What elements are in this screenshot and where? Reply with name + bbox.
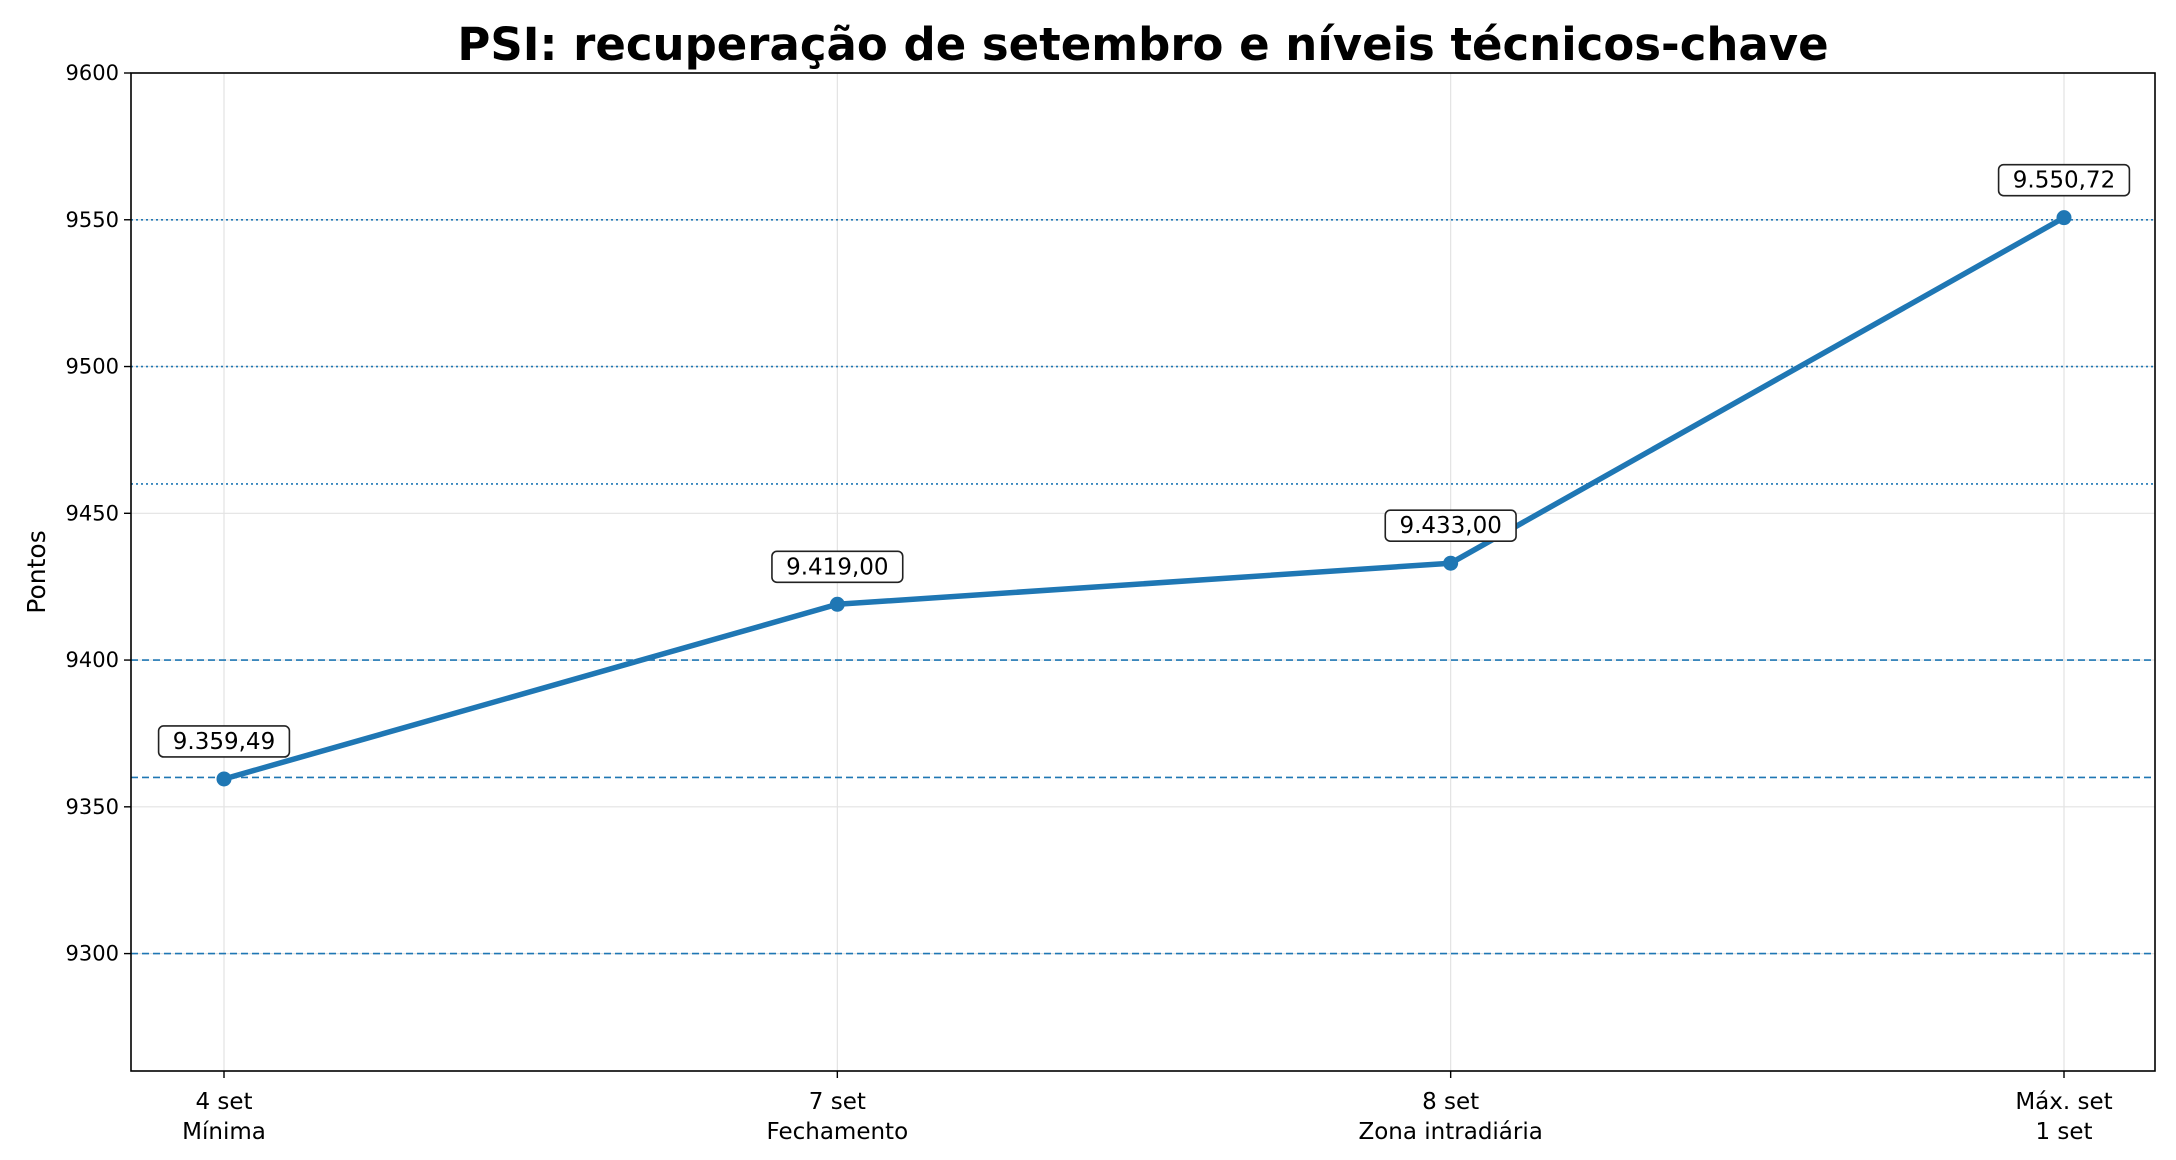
data-labels: 9.359,49 9.419,00 9.433,00 9.550,72 xyxy=(157,163,2131,758)
x-tick-label: 7 set xyxy=(809,1089,866,1115)
data-label-box xyxy=(1997,163,2131,197)
x-tick-label: 8 set xyxy=(1422,1089,1479,1115)
data-label-box xyxy=(157,725,291,758)
x-tick-label: 1 set xyxy=(2035,1119,2092,1145)
data-label: 9.433,00 xyxy=(1399,513,1501,539)
y-tick-label: 9300 xyxy=(66,942,119,966)
data-label: 9.419,00 xyxy=(786,554,888,580)
data-label: 9.550,72 xyxy=(2013,168,2115,194)
chart-title: PSI: recuperação de setembro e níveis té… xyxy=(457,18,1828,71)
y-tick-label: 9350 xyxy=(66,795,119,819)
grid-layer xyxy=(131,72,2155,1071)
x-tick-label: Máx. set xyxy=(2015,1089,2112,1115)
reference-lines xyxy=(131,218,2155,955)
y-tick-label: 9450 xyxy=(66,501,119,525)
series-layer xyxy=(216,210,2072,787)
y-tick-label: 9600 xyxy=(66,61,119,85)
data-point xyxy=(216,771,232,787)
y-tick-label: 9550 xyxy=(66,208,119,232)
y-axis-ticks: 9300 9350 9400 9450 9500 9550 9600 xyxy=(66,61,131,966)
y-tick-label: 9500 xyxy=(66,355,119,379)
plot-frame xyxy=(130,72,2156,1072)
x-tick-label: Zona intradiária xyxy=(1358,1119,1542,1145)
data-label-box xyxy=(1384,509,1517,542)
y-axis-label: Pontos xyxy=(22,530,51,613)
series-line xyxy=(221,214,2067,782)
y-tick-label: 9400 xyxy=(66,648,119,672)
x-tick-label: Fechamento xyxy=(766,1119,908,1145)
data-label: 9.359,49 xyxy=(173,729,275,755)
data-point xyxy=(1443,555,1459,571)
x-axis-ticks: 4 set Mínima 7 set Fechamento 8 set Zona intr… xyxy=(182,1071,2113,1145)
x-tick-label: 4 set xyxy=(195,1089,252,1115)
data-point xyxy=(829,596,845,612)
x-tick-label: Mínima xyxy=(182,1119,266,1145)
data-point xyxy=(2056,210,2072,226)
data-label-box xyxy=(771,550,904,584)
